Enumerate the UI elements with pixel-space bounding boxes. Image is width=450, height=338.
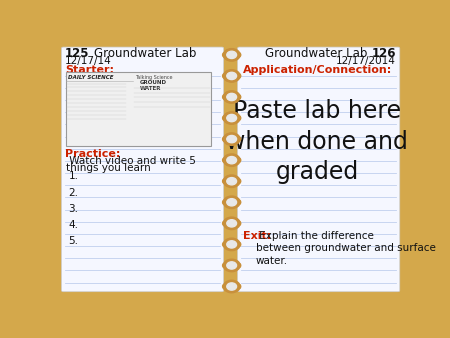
Circle shape [227, 51, 237, 58]
Text: Groundwater Lab: Groundwater Lab [265, 47, 367, 60]
Circle shape [227, 283, 237, 290]
Ellipse shape [223, 73, 228, 78]
Ellipse shape [235, 263, 241, 268]
Text: 126: 126 [372, 47, 396, 60]
Circle shape [227, 199, 237, 206]
Circle shape [223, 238, 240, 251]
Circle shape [223, 133, 240, 145]
Text: 5.: 5. [68, 236, 78, 246]
Text: GROUND
WATER: GROUND WATER [140, 80, 167, 91]
Circle shape [227, 114, 237, 122]
Text: 1.: 1. [68, 171, 78, 182]
Circle shape [227, 241, 237, 248]
Circle shape [227, 220, 237, 227]
Text: DAILY SCIENCE: DAILY SCIENCE [68, 75, 114, 80]
Circle shape [227, 72, 237, 79]
Ellipse shape [235, 52, 241, 57]
Text: 4.: 4. [68, 220, 78, 230]
Ellipse shape [235, 221, 241, 226]
Ellipse shape [235, 94, 241, 100]
Ellipse shape [235, 200, 241, 205]
Bar [66, 72, 211, 146]
Circle shape [223, 280, 240, 293]
Text: Watch video and write 5: Watch video and write 5 [66, 156, 196, 166]
Ellipse shape [223, 94, 228, 100]
Text: Paste lab here
when done and
graded: Paste lab here when done and graded [226, 99, 408, 185]
Text: 3.: 3. [68, 204, 78, 214]
Ellipse shape [223, 221, 228, 226]
Circle shape [223, 196, 240, 209]
Text: Exit:: Exit: [243, 231, 271, 241]
Ellipse shape [223, 137, 228, 142]
Circle shape [223, 70, 240, 82]
Circle shape [227, 262, 237, 269]
Text: things you learn: things you learn [66, 163, 151, 173]
Text: Application/Connection:: Application/Connection: [243, 65, 392, 75]
Text: Groundwater Lab: Groundwater Lab [94, 47, 196, 60]
Text: Starter:: Starter: [65, 65, 114, 75]
Text: Practice:: Practice: [65, 149, 120, 159]
Ellipse shape [235, 137, 241, 142]
FancyBboxPatch shape [62, 47, 224, 292]
Ellipse shape [235, 158, 241, 163]
Circle shape [223, 217, 240, 230]
Circle shape [223, 49, 240, 61]
Text: 12/17/14: 12/17/14 [65, 56, 112, 66]
Text: 2.: 2. [68, 188, 78, 198]
Circle shape [227, 93, 237, 101]
Ellipse shape [223, 158, 228, 163]
Text: 125: 125 [65, 47, 90, 60]
Ellipse shape [223, 178, 228, 184]
Text: Talking Science: Talking Science [135, 75, 172, 80]
Ellipse shape [235, 73, 241, 78]
Text: Explain the difference
between groundwater and surface
water.: Explain the difference between groundwat… [256, 231, 436, 266]
FancyBboxPatch shape [238, 47, 400, 292]
Circle shape [223, 175, 240, 188]
Ellipse shape [235, 116, 241, 121]
Circle shape [223, 259, 240, 272]
Circle shape [227, 177, 237, 185]
Ellipse shape [223, 116, 228, 121]
Ellipse shape [235, 284, 241, 289]
Ellipse shape [235, 178, 241, 184]
Circle shape [227, 156, 237, 164]
Circle shape [223, 112, 240, 124]
Circle shape [227, 136, 237, 143]
Ellipse shape [223, 284, 228, 289]
Ellipse shape [223, 263, 228, 268]
Ellipse shape [223, 52, 228, 57]
Text: 12/17/2014: 12/17/2014 [335, 56, 395, 66]
Ellipse shape [223, 242, 228, 247]
Circle shape [223, 154, 240, 166]
Circle shape [223, 91, 240, 103]
Ellipse shape [235, 242, 241, 247]
Ellipse shape [223, 200, 228, 205]
